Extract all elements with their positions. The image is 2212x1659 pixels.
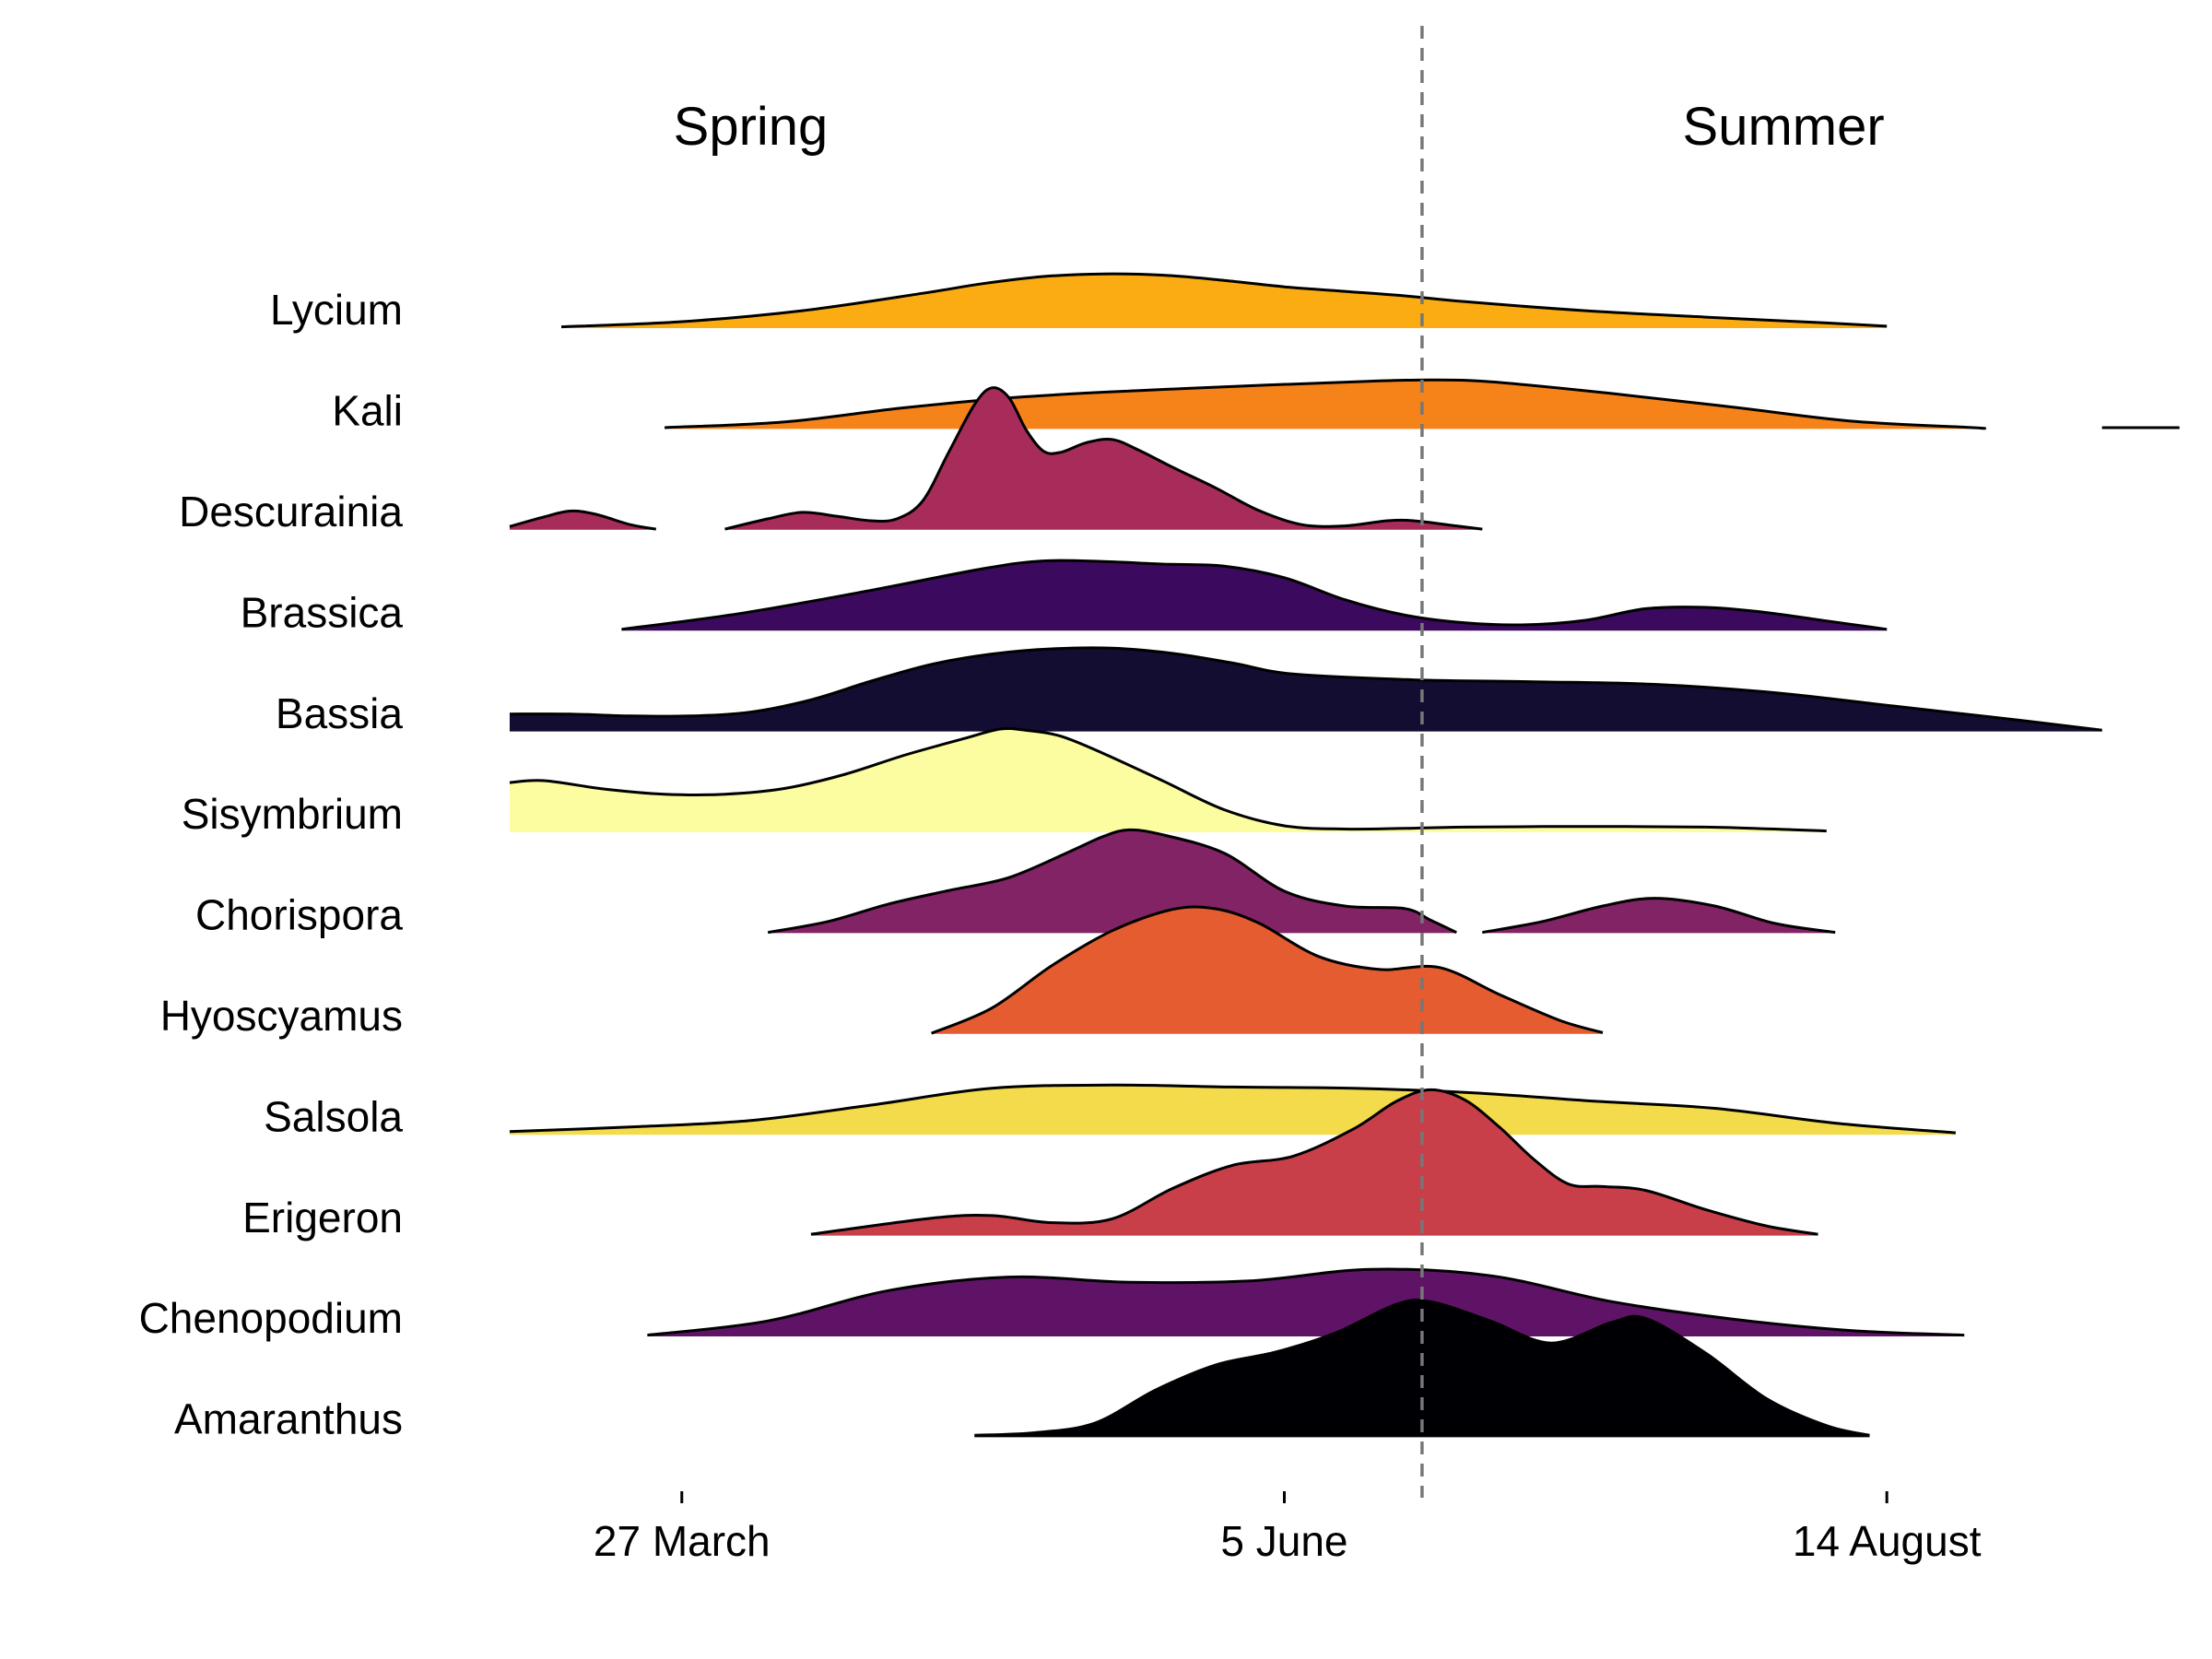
x-tick-label-2: 14 August xyxy=(1793,1517,1982,1565)
y-label-hyoscyamus: Hyoscyamus xyxy=(160,992,403,1040)
y-label-sisymbrium: Sisymbrium xyxy=(182,790,403,838)
ridge-line-amaranthus-0 xyxy=(974,1298,1870,1437)
ridge-line-brassica-0 xyxy=(621,559,1888,631)
ridge-area-lycium-0 xyxy=(561,274,1888,328)
y-label-chorispora: Chorispora xyxy=(195,891,403,939)
ridge-amaranthus xyxy=(974,1298,1870,1438)
ridge-area-descurainia-1 xyxy=(724,387,1483,530)
ridge-chorispora xyxy=(767,828,1836,935)
y-label-bassia: Bassia xyxy=(276,689,403,737)
ridge-chenopodium xyxy=(647,1267,1965,1337)
ridge-line-chenopodium-0 xyxy=(647,1267,1965,1337)
ridge-area-erigeron-0 xyxy=(810,1089,1818,1236)
ridge-line-sisymbrium-0 xyxy=(509,726,1827,833)
y-label-lycium: Lycium xyxy=(270,286,403,334)
ridge-line-descurainia-0 xyxy=(509,509,657,531)
ridge-area-amaranthus-0 xyxy=(974,1300,1870,1438)
ridge-line-erigeron-0 xyxy=(810,1088,1818,1236)
ridge-salsola xyxy=(509,1083,1957,1135)
ridge-descurainia xyxy=(509,386,1483,531)
y-label-amaranthus: Amaranthus xyxy=(174,1395,403,1443)
x-axis: 27 March 5 June 14 August xyxy=(594,1491,1982,1565)
ridge-line-salsola-0 xyxy=(509,1083,1957,1135)
y-label-descurainia: Descurainia xyxy=(179,488,403,535)
ridge-line-chorispora-0 xyxy=(767,828,1457,935)
x-tick-label-0: 27 March xyxy=(594,1517,771,1565)
season-label-summer: Summer xyxy=(1683,97,1885,157)
ridges xyxy=(509,272,2180,1438)
ridge-brassica xyxy=(621,559,1888,631)
ridge-area-bassia-0 xyxy=(510,647,2102,732)
x-tick-label-1: 5 June xyxy=(1220,1517,1347,1565)
ridge-area-chorispora-1 xyxy=(1482,898,1836,934)
ridge-area-descurainia-0 xyxy=(510,511,656,530)
ridge-area-sisymbrium-0 xyxy=(510,728,1827,832)
ridge-line-hyoscyamus-0 xyxy=(931,905,1604,1035)
y-label-chenopodium: Chenopodium xyxy=(139,1294,403,1342)
ridge-line-descurainia-1 xyxy=(724,386,1483,531)
ridge-hyoscyamus xyxy=(931,905,1604,1035)
ridge-area-salsola-0 xyxy=(510,1085,1956,1135)
ridge-line-lycium-0 xyxy=(560,272,1888,329)
ridge-area-chenopodium-0 xyxy=(647,1268,1965,1336)
y-axis-labels: Lycium Kali Descurainia Brassica Bassia Sisym… xyxy=(139,286,404,1442)
season-label-spring: Spring xyxy=(674,97,829,157)
ridge-bassia xyxy=(509,646,2102,732)
y-label-erigeron: Erigeron xyxy=(242,1194,403,1241)
ridge-area-kali-0 xyxy=(665,380,1985,429)
y-label-salsola: Salsola xyxy=(264,1092,403,1140)
ridge-line-bassia-0 xyxy=(509,646,2102,732)
ridge-area-chorispora-0 xyxy=(768,830,1457,934)
season-labels: Spring Summer xyxy=(674,97,1885,157)
ridge-lycium xyxy=(560,272,1888,329)
y-label-kali: Kali xyxy=(332,387,403,435)
ridge-line-kali-0 xyxy=(665,378,1986,430)
ridge-sisymbrium xyxy=(509,726,1827,833)
ridge-line-chorispora-1 xyxy=(1482,897,1836,935)
ridge-erigeron xyxy=(810,1088,1818,1236)
y-label-brassica: Brassica xyxy=(241,588,404,636)
